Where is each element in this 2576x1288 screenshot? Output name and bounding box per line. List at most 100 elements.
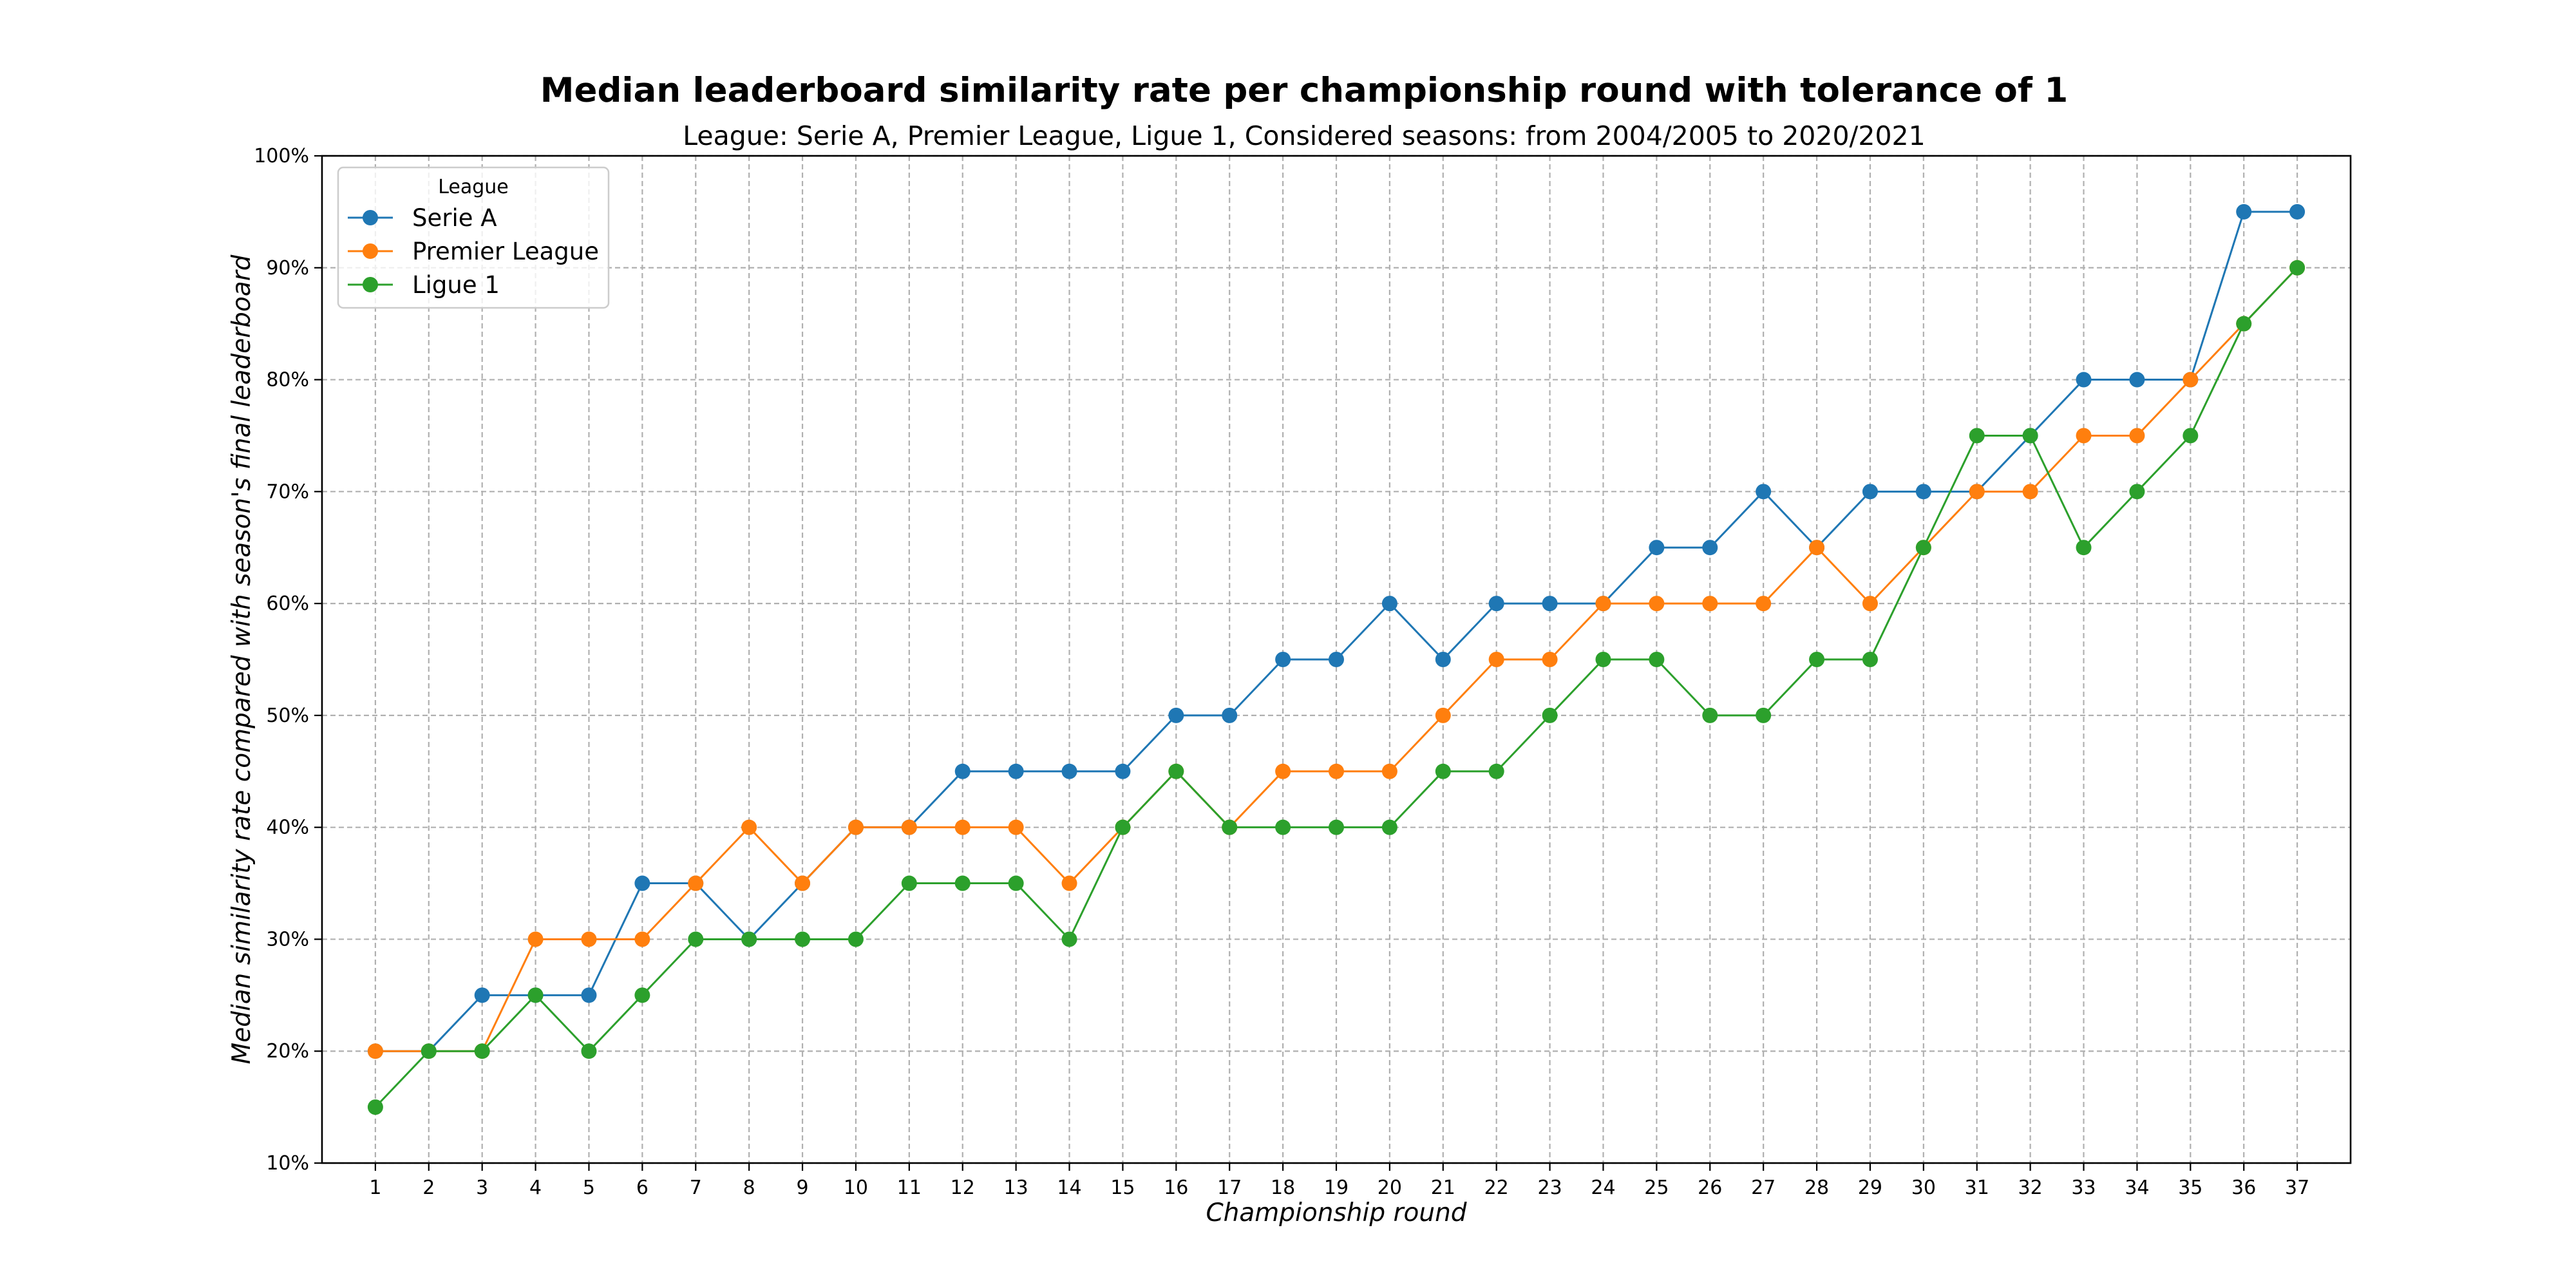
data-point-serie-a [1862, 484, 1878, 500]
legend: League Serie A Premier League Ligue 1 [337, 166, 610, 309]
data-point-ligue-1 [1115, 819, 1131, 835]
legend-label-premier-league: Premier League [412, 238, 599, 265]
data-point-ligue-1 [1649, 652, 1665, 667]
x-tick-label: 22 [1484, 1177, 1509, 1199]
data-point-premier-league [1061, 875, 1077, 891]
data-point-ligue-1 [901, 875, 917, 891]
data-point-premier-league [1542, 652, 1558, 667]
y-tick-label: 40% [266, 817, 309, 839]
legend-entries: Serie A Premier League Ligue 1 [348, 204, 599, 299]
data-point-ligue-1 [1008, 875, 1024, 891]
data-point-ligue-1 [1809, 652, 1825, 667]
x-tick-label: 24 [1591, 1177, 1615, 1199]
x-axis: 1 2 3 4 5 6 7 8 9 10 11 12 13 14 15 16 17 18 19 20 21 22 23 24 2… [369, 1163, 2309, 1199]
x-tick-label: 35 [2178, 1177, 2202, 1199]
data-point-ligue-1 [1595, 652, 1611, 667]
data-point-premier-league [634, 931, 650, 947]
x-tick-label: 9 [797, 1177, 809, 1199]
data-point-ligue-1 [2129, 484, 2145, 500]
data-point-serie-a [1168, 707, 1184, 723]
data-point-ligue-1 [421, 1043, 437, 1059]
y-tick-label: 80% [266, 369, 309, 392]
data-point-ligue-1 [634, 987, 650, 1003]
data-point-serie-a [1115, 763, 1131, 779]
data-point-ligue-1 [581, 1043, 597, 1059]
data-point-premier-league [848, 819, 864, 835]
legend-marker-ligue-1 [363, 277, 378, 292]
data-point-premier-league [527, 931, 544, 947]
data-point-serie-a [2076, 372, 2092, 388]
data-point-premier-league [1702, 596, 1718, 612]
data-point-ligue-1 [1542, 707, 1558, 723]
data-point-ligue-1 [1329, 819, 1344, 835]
x-tick-label: 19 [1324, 1177, 1349, 1199]
data-point-serie-a [634, 875, 650, 891]
x-tick-label: 36 [2231, 1177, 2256, 1199]
x-tick-label: 29 [1858, 1177, 1882, 1199]
x-tick-label: 30 [1911, 1177, 1936, 1199]
legend-title: League [438, 176, 509, 198]
x-tick-label: 4 [529, 1177, 542, 1199]
data-point-ligue-1 [1702, 707, 1718, 723]
x-tick-label: 1 [369, 1177, 381, 1199]
y-tick-label: 70% [266, 480, 309, 503]
data-point-ligue-1 [688, 931, 704, 947]
data-point-serie-a [474, 987, 490, 1003]
chart-subtitle: League: Serie A, Premier League, Ligue 1… [683, 120, 1925, 151]
y-tick-label: 60% [266, 592, 309, 615]
x-tick-label: 27 [1751, 1177, 1776, 1199]
x-tick-label: 33 [2071, 1177, 2096, 1199]
y-axis: 10% 20% 30% 40% 50% 60% 70% 80% 90% 100% [254, 145, 322, 1175]
data-point-premier-league [2183, 372, 2199, 388]
data-point-premier-league [1809, 540, 1825, 556]
x-tick-label: 12 [951, 1177, 975, 1199]
data-point-premier-league [1435, 707, 1451, 723]
x-tick-label: 34 [2125, 1177, 2149, 1199]
x-tick-label: 16 [1164, 1177, 1188, 1199]
y-tick-label: 30% [266, 928, 309, 951]
data-point-serie-a [1488, 596, 1504, 612]
data-point-premier-league [1595, 596, 1611, 612]
x-tick-label: 3 [476, 1177, 488, 1199]
x-axis-label: Championship round [1206, 1198, 1466, 1227]
data-point-premier-league [1756, 596, 1772, 612]
data-point-premier-league [1329, 763, 1344, 779]
data-point-ligue-1 [527, 987, 544, 1003]
data-point-ligue-1 [954, 875, 971, 891]
data-point-premier-league [1275, 763, 1291, 779]
data-point-premier-league [2076, 428, 2092, 444]
data-point-premier-league [367, 1043, 383, 1059]
data-point-ligue-1 [474, 1043, 490, 1059]
x-tick-label: 11 [897, 1177, 922, 1199]
data-point-premier-league [1381, 763, 1397, 779]
data-point-premier-league [2129, 428, 2145, 444]
legend-marker-serie-a [363, 210, 378, 225]
data-point-premier-league [954, 819, 971, 835]
data-point-ligue-1 [1488, 763, 1504, 779]
data-point-ligue-1 [2289, 260, 2306, 276]
x-tick-label: 20 [1378, 1177, 1402, 1199]
x-tick-label: 10 [844, 1177, 868, 1199]
data-point-serie-a [2129, 372, 2145, 388]
data-point-ligue-1 [1435, 763, 1451, 779]
legend-label-ligue-1: Ligue 1 [412, 271, 500, 299]
x-tick-label: 23 [1537, 1177, 1562, 1199]
x-tick-label: 18 [1271, 1177, 1295, 1199]
y-tick-label: 20% [266, 1040, 309, 1063]
x-tick-label: 13 [1004, 1177, 1028, 1199]
data-point-ligue-1 [2183, 428, 2199, 444]
data-point-ligue-1 [1275, 819, 1291, 835]
x-tick-label: 8 [743, 1177, 755, 1199]
data-point-ligue-1 [1756, 707, 1772, 723]
legend-label-serie-a: Serie A [412, 204, 497, 232]
y-tick-label: 10% [266, 1152, 309, 1175]
legend-marker-premier-league [363, 243, 378, 259]
data-point-ligue-1 [1381, 819, 1397, 835]
chart-title: Median leaderboard similarity rate per c… [540, 71, 2068, 110]
data-point-ligue-1 [1862, 652, 1878, 667]
x-tick-label: 14 [1057, 1177, 1081, 1199]
y-tick-label: 100% [254, 145, 309, 167]
data-point-premier-league [795, 875, 811, 891]
data-point-serie-a [1435, 652, 1451, 667]
